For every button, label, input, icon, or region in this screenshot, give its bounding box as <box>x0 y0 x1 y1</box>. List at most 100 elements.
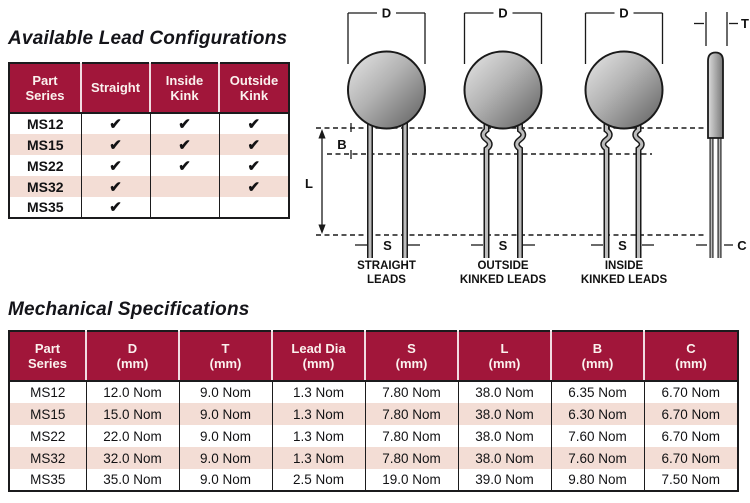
spec-cell: 7.80 Nom <box>364 403 458 425</box>
dimension-l: L <box>305 129 326 234</box>
column-header-part-series: Part Series <box>9 331 86 382</box>
column-header-c: C (mm) <box>643 331 738 382</box>
table-row: MS22 22.0 Nom 9.0 Nom 1.3 Nom 7.80 Nom 3… <box>9 425 738 447</box>
column-header-straight: Straight <box>80 63 150 114</box>
table-row: MS15 15.0 Nom 9.0 Nom 1.3 Nom 7.80 Nom 3… <box>9 403 738 425</box>
dim-label-t: T <box>741 16 749 31</box>
dashed-reference-lines <box>316 127 706 236</box>
dimension-t: T <box>694 12 749 46</box>
part-series-cell: MS35 <box>26 199 64 215</box>
column-header-t: T (mm) <box>178 331 272 382</box>
check-cell: ✔ <box>218 155 289 176</box>
check-cell: ✔ <box>218 113 289 134</box>
dim-label-s: S <box>618 238 627 253</box>
dim-label-b: B <box>337 137 346 152</box>
check-cell: ✔ <box>80 197 150 218</box>
spec-cell: 7.80 Nom <box>364 447 458 469</box>
spec-cell: 9.0 Nom <box>178 469 272 491</box>
caption-outside-kinked-line1: OUTSIDE <box>477 260 528 272</box>
dimension-s-straight: S <box>355 238 420 253</box>
spec-cell: 22.0 Nom <box>85 425 179 447</box>
check-cell: ✔ <box>149 134 219 155</box>
spec-cell: 7.60 Nom <box>550 447 644 469</box>
column-header-s: S (mm) <box>364 331 458 382</box>
column-header-lead-dia: Lead Dia (mm) <box>271 331 365 382</box>
side-view-figure <box>707 51 724 258</box>
lead-configuration-diagram: D D D T B L S S S <box>305 6 749 287</box>
spec-cell: 9.0 Nom <box>178 403 272 425</box>
dim-label-d: D <box>498 6 507 21</box>
spec-cell: 38.0 Nom <box>457 381 551 403</box>
column-header-l: L (mm) <box>457 331 551 382</box>
spec-cell: 9.0 Nom <box>178 447 272 469</box>
check-cell <box>218 197 289 218</box>
header-row: Part Series Straight Inside Kink Outside Ki… <box>9 63 289 114</box>
section-title-mechanical-specs: Mechanical Specifications <box>8 299 250 320</box>
inside-kinked-leads-figure <box>584 50 664 258</box>
mechanical-specifications-table: Part Series D (mm) T (mm) Lead Dia (mm) S (mm… <box>8 330 739 492</box>
column-header-inside-kink: Inside Kink <box>149 63 219 114</box>
spec-cell: 9.0 Nom <box>178 425 272 447</box>
part-series-cell: MS32 <box>9 447 86 469</box>
column-header-d: D (mm) <box>85 331 179 382</box>
table-row: MS35 ✔ <box>9 197 289 218</box>
spec-cell: 6.35 Nom <box>550 381 644 403</box>
part-series-cell: MS35 <box>30 472 66 487</box>
spec-cell: 6.70 Nom <box>643 425 738 447</box>
spec-cell: 7.60 Nom <box>550 425 644 447</box>
part-series-cell: MS15 <box>9 134 81 155</box>
section-title-lead-configurations: Available Lead Configurations <box>8 28 288 49</box>
part-series-cell: MS22 <box>30 428 66 444</box>
check-cell: ✔ <box>149 155 219 176</box>
dim-label-c: C <box>737 238 747 253</box>
caption-inside-kinked-line1: INSIDE <box>605 260 644 272</box>
spec-cell: 32.0 Nom <box>85 447 179 469</box>
spec-cell: 38.0 Nom <box>457 403 551 425</box>
spec-cell: 15.0 Nom <box>85 403 179 425</box>
caption-straight-leads-line1: STRAIGHT <box>357 260 416 272</box>
spec-cell: 39.0 Nom <box>457 469 551 491</box>
dimension-b: B <box>337 123 352 159</box>
spec-cell: 6.30 Nom <box>550 403 644 425</box>
column-header-outside-kink: Outside Kink <box>218 63 289 114</box>
part-series-cell: MS22 <box>26 157 64 174</box>
check-cell <box>149 176 219 197</box>
caption-inside-kinked-line2: KINKED LEADS <box>581 274 668 286</box>
spec-cell: 12.0 Nom <box>85 381 179 403</box>
check-cell: ✔ <box>80 134 150 155</box>
dim-label-d: D <box>619 6 628 21</box>
check-cell: ✔ <box>218 134 289 155</box>
part-series-cell: MS12 <box>30 385 66 400</box>
spec-cell: 1.3 Nom <box>271 425 365 447</box>
table-row: MS22 ✔ ✔ ✔ <box>9 155 289 176</box>
check-cell: ✔ <box>80 113 150 134</box>
check-cell <box>149 197 219 218</box>
spec-cell: 7.50 Nom <box>643 469 738 491</box>
column-header-part-series: Part Series <box>9 63 81 114</box>
spec-cell: 19.0 Nom <box>364 469 458 491</box>
spec-cell: 2.5 Nom <box>271 469 365 491</box>
straight-leads-figure <box>347 50 426 258</box>
table-row: MS15 ✔ ✔ ✔ <box>9 134 289 155</box>
caption-outside-kinked-line2: KINKED LEADS <box>460 274 547 286</box>
dimension-d-straight: D <box>347 6 426 64</box>
spec-cell: 38.0 Nom <box>457 425 551 447</box>
lead-configurations-table: Part Series Straight Inside Kink Outside Ki… <box>8 62 290 219</box>
spec-cell: 38.0 Nom <box>457 447 551 469</box>
part-series-cell: MS32 <box>9 176 81 197</box>
figure-captions: STRAIGHT LEADS OUTSIDE KINKED LEADS INSI… <box>357 260 667 286</box>
table-row: MS32 32.0 Nom 9.0 Nom 1.3 Nom 7.80 Nom 3… <box>9 447 738 469</box>
dim-label-s: S <box>499 238 508 253</box>
spec-cell: 9.80 Nom <box>550 469 644 491</box>
table-row: MS12 12.0 Nom 9.0 Nom 1.3 Nom 7.80 Nom 3… <box>9 381 738 403</box>
table-row: MS12 ✔ ✔ ✔ <box>9 113 289 134</box>
spec-cell: 6.70 Nom <box>643 403 738 425</box>
outside-kinked-leads-figure <box>463 50 543 258</box>
spec-cell: 9.0 Nom <box>178 381 272 403</box>
part-series-cell: MS15 <box>9 403 86 425</box>
column-header-b: B (mm) <box>550 331 644 382</box>
spec-cell: 7.80 Nom <box>364 381 458 403</box>
table-row: MS35 35.0 Nom 9.0 Nom 2.5 Nom 19.0 Nom 3… <box>9 469 738 491</box>
dimension-c: C <box>696 238 747 253</box>
spec-cell: 6.70 Nom <box>643 381 738 403</box>
